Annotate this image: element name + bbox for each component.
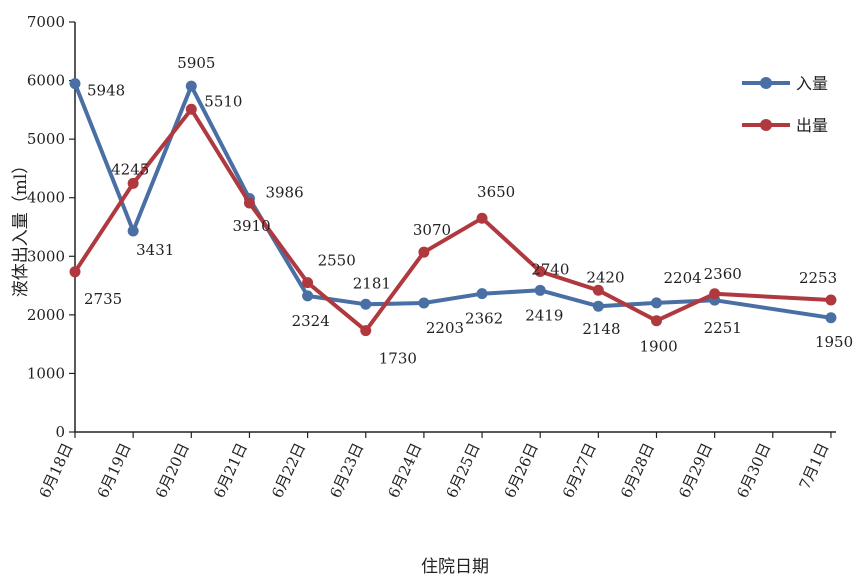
y-tick-label-4000: 4000	[27, 189, 65, 207]
data-label-s0-4: 2324	[292, 312, 330, 330]
data-label-s0-5: 2181	[353, 274, 391, 292]
series-1-point-3	[243, 197, 255, 209]
y-axis-ticks: 0 1000 2000 3000 4000 5000 6000 7000	[27, 13, 75, 441]
series-1-point-8	[534, 266, 546, 278]
x-tick-label-2: 6月20日	[152, 440, 193, 501]
series-0-point-9	[592, 300, 604, 312]
series-1-point-5	[360, 325, 372, 337]
y-tick-label-0: 0	[55, 423, 65, 441]
x-tick-label-6: 6月24日	[384, 440, 425, 501]
data-label-s0-11: 2251	[704, 319, 742, 337]
data-label-s1-10: 1900	[640, 338, 678, 356]
x-axis-ticks: 6月18日 6月19日 6月20日 6月21日 6月22日 6月23日 6月24日 6月25日…	[36, 432, 833, 501]
y-tick-label-2000: 2000	[27, 306, 65, 324]
x-tick-label-4: 6月22日	[268, 440, 309, 501]
x-tick-label-13: 7月1日	[796, 440, 833, 492]
x-axis-title: 住院日期	[421, 557, 489, 577]
series-1-point-9	[592, 284, 604, 296]
data-label-s0-2: 5905	[177, 54, 215, 72]
series-0-point-0	[69, 78, 81, 90]
x-tick-label-10: 6月28日	[617, 440, 658, 501]
x-tick-label-5: 6月23日	[326, 440, 367, 501]
data-label-s1-7: 3650	[477, 183, 515, 201]
data-label-s0-7: 2362	[465, 310, 503, 328]
y-axis-title: 液体出入量（ml）	[11, 157, 31, 298]
data-label-s0-3: 3986	[265, 184, 303, 202]
x-tick-label-0: 6月18日	[36, 440, 77, 501]
series-0-point-8	[534, 284, 546, 296]
series-0-point-10	[651, 297, 662, 309]
series-0-point-7	[476, 288, 488, 300]
series-1-point-6	[418, 246, 430, 258]
y-tick-label-1000: 1000	[27, 364, 65, 382]
series-0-point-1	[127, 225, 139, 237]
data-label-s1-2: 5510	[204, 92, 242, 110]
legend-label-output: 出量	[796, 116, 828, 135]
series-1-point-4	[302, 277, 314, 289]
data-label-s1-0: 2735	[84, 290, 122, 308]
legend-label-intake: 入量	[796, 74, 828, 93]
series-layer	[69, 78, 837, 337]
series-1-point-1	[127, 177, 139, 189]
series-1-point-7	[476, 212, 488, 224]
series-1-point-13	[825, 294, 837, 306]
data-label-s0-0: 5948	[87, 82, 125, 100]
series-1-point-11	[709, 288, 721, 300]
y-tick-label-6000: 6000	[27, 72, 65, 90]
data-label-s0-6: 2203	[426, 319, 464, 337]
data-label-s1-6: 3070	[413, 221, 451, 239]
y-tick-label-7000: 7000	[27, 13, 65, 31]
data-label-s1-3: 3910	[232, 217, 270, 235]
data-label-s1-13: 2253	[799, 269, 837, 287]
y-tick-label-5000: 5000	[27, 130, 65, 148]
data-label-s1-11: 2360	[704, 265, 742, 283]
y-tick-label-3000: 3000	[27, 247, 65, 265]
series-0-point-2	[185, 80, 197, 92]
x-tick-label-12: 6月30日	[733, 440, 774, 501]
x-tick-label-9: 6月27日	[559, 440, 600, 501]
series-1-point-2	[185, 103, 197, 115]
legend-marker-intake	[760, 77, 772, 89]
x-tick-label-3: 6月21日	[210, 440, 251, 501]
data-label-s1-1: 4245	[111, 160, 149, 178]
legend-marker-output	[760, 119, 772, 131]
data-label-s0-9: 2148	[582, 320, 620, 338]
x-tick-label-8: 6月26日	[501, 440, 542, 501]
data-label-s0-8: 2419	[525, 306, 563, 324]
data-label-s0-10: 2204	[664, 269, 702, 287]
data-label-s1-4: 2550	[318, 252, 356, 270]
data-label-s1-9: 2420	[586, 268, 624, 286]
series-0-point-6	[418, 297, 430, 309]
x-tick-label-1: 6月19日	[94, 440, 135, 501]
series-0-point-5	[360, 298, 372, 310]
series-1-point-10	[651, 315, 662, 327]
x-tick-label-7: 6月25日	[443, 440, 484, 501]
legend: 入量 出量	[742, 74, 828, 135]
series-1-point-0	[69, 266, 81, 278]
data-label-s0-13: 1950	[815, 333, 853, 351]
data-label-s1-5: 1730	[379, 350, 417, 368]
series-0-point-13	[825, 312, 837, 324]
series-0-point-4	[302, 290, 314, 302]
x-tick-label-11: 6月29日	[675, 440, 716, 501]
data-label-s1-8: 2740	[531, 261, 569, 279]
data-label-s0-1: 3431	[136, 241, 174, 259]
